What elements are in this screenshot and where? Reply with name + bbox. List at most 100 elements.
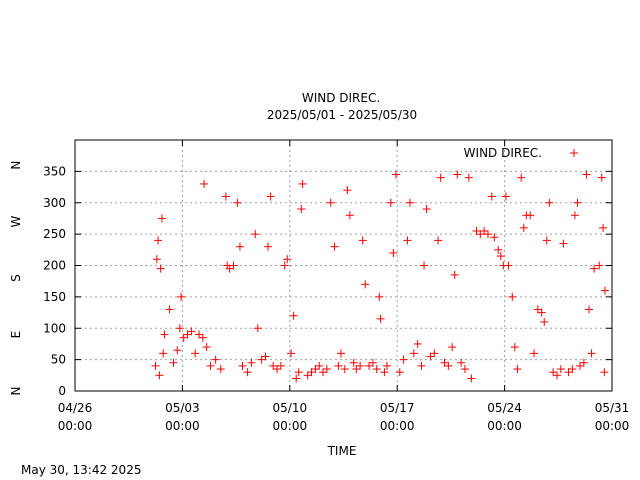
data-point — [340, 365, 349, 374]
data-point — [336, 349, 345, 358]
chart-title: WIND DIREC. — [302, 91, 380, 105]
data-point — [247, 358, 256, 367]
data-point — [526, 211, 535, 220]
x-tick-label: 00:00 — [273, 419, 308, 433]
data-point — [276, 361, 285, 370]
footer-timestamp: May 30, 13:42 2025 — [21, 463, 141, 477]
data-point — [490, 233, 499, 242]
data-point — [519, 223, 528, 232]
data-point — [229, 261, 238, 270]
data-point — [298, 179, 307, 188]
data-point — [233, 198, 242, 207]
data-point — [436, 173, 445, 182]
data-point — [343, 186, 352, 195]
data-point — [156, 264, 165, 273]
data-point — [391, 170, 400, 179]
data-point — [356, 361, 365, 370]
data-point — [553, 371, 562, 380]
data-point — [513, 365, 522, 374]
x-tick-label: 05/17 — [380, 401, 415, 415]
x-tick-label: 05/24 — [487, 401, 522, 415]
x-tick-label: 04/26 — [58, 401, 93, 415]
data-point — [157, 214, 166, 223]
data-point — [399, 355, 408, 364]
data-point — [330, 242, 339, 251]
data-points — [151, 170, 609, 383]
x-axis-label: TIME — [327, 444, 357, 458]
y-tick-label: 200 — [43, 259, 66, 273]
data-point — [389, 248, 398, 257]
legend-label: WIND DIREC. — [464, 146, 542, 160]
x-tick-label: 00:00 — [487, 419, 522, 433]
data-point — [175, 324, 184, 333]
compass-label: S — [9, 274, 23, 282]
data-point — [200, 179, 209, 188]
data-point — [358, 236, 367, 245]
data-point — [545, 198, 554, 207]
data-point — [434, 236, 443, 245]
data-point — [517, 173, 526, 182]
data-point — [159, 349, 168, 358]
x-tick-label: 00:00 — [380, 419, 415, 433]
data-point — [165, 305, 174, 314]
y-tick-label: 100 — [43, 321, 66, 335]
legend: WIND DIREC. — [464, 146, 578, 160]
data-point — [501, 192, 510, 201]
data-point — [238, 361, 247, 370]
data-point — [289, 311, 298, 320]
data-point — [508, 292, 517, 301]
data-point — [368, 358, 377, 367]
y-tick-label: 0 — [58, 384, 66, 398]
data-point — [422, 205, 431, 214]
data-point — [297, 205, 306, 214]
data-point — [386, 198, 395, 207]
compass-label: N — [9, 161, 23, 170]
data-point — [345, 211, 354, 220]
data-point — [206, 361, 215, 370]
data-point — [169, 358, 178, 367]
data-point — [494, 245, 503, 254]
data-point — [530, 349, 539, 358]
data-point — [155, 371, 164, 380]
data-point — [283, 255, 292, 264]
data-point — [587, 349, 596, 358]
data-point — [349, 358, 358, 367]
data-point — [409, 349, 418, 358]
data-point — [198, 333, 207, 342]
data-point — [542, 236, 551, 245]
data-point — [450, 270, 459, 279]
data-point — [253, 324, 262, 333]
data-point — [504, 261, 513, 270]
data-point — [334, 361, 343, 370]
data-point — [216, 365, 225, 374]
data-point — [376, 314, 385, 323]
legend-marker-icon — [570, 149, 578, 157]
data-point — [483, 230, 492, 239]
data-point — [243, 368, 252, 377]
data-point — [405, 198, 414, 207]
data-point — [177, 292, 186, 301]
data-point — [460, 365, 469, 374]
x-axis-ticks: 04/26 00:00 05/03 00:00 05/10 00:00 05/17 00:00… — [58, 140, 630, 433]
compass-label: E — [9, 331, 23, 339]
data-point — [556, 365, 565, 374]
data-point — [599, 223, 608, 232]
data-point — [380, 368, 389, 377]
data-point — [322, 365, 331, 374]
data-point — [448, 343, 457, 352]
data-point — [361, 280, 370, 289]
y-tick-label: 150 — [43, 290, 66, 304]
data-point — [584, 305, 593, 314]
data-point — [261, 352, 270, 361]
data-point — [573, 198, 582, 207]
data-point — [211, 355, 220, 364]
data-point — [579, 358, 588, 367]
data-point — [496, 252, 505, 261]
chart-subtitle: 2025/05/01 - 2025/05/30 — [267, 108, 417, 122]
data-point — [191, 349, 200, 358]
data-point — [568, 365, 577, 374]
data-point — [266, 192, 275, 201]
x-tick-label: 00:00 — [595, 419, 630, 433]
x-tick-label: 05/10 — [273, 401, 308, 415]
